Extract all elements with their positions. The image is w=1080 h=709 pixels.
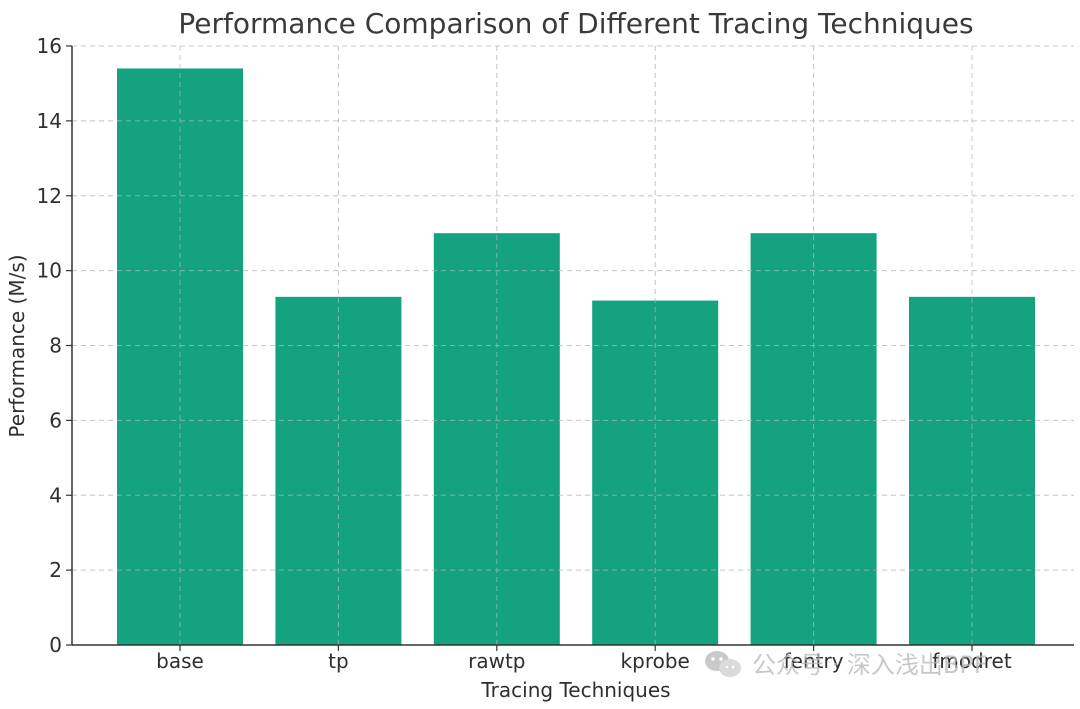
- bar-rawtp: [433, 233, 560, 645]
- y-tick-label: 16: [37, 34, 62, 58]
- watermark-text: 公众号 · 深入浅出BPF: [752, 651, 988, 679]
- x-tick-label-rawtp: rawtp: [468, 649, 525, 673]
- y-tick-label: 8: [49, 334, 62, 358]
- y-tick-labels: 0 2 4 6 8 10 12 14 16: [37, 34, 62, 657]
- y-tick-label: 14: [37, 109, 62, 133]
- x-tick-label-fmodret: fmodret: [932, 649, 1012, 673]
- x-tick-label-base: base: [156, 649, 204, 673]
- y-tick-label: 6: [49, 408, 62, 432]
- y-tick-label: 12: [37, 184, 62, 208]
- y-tick-label: 2: [49, 558, 62, 582]
- bars: [117, 68, 1035, 645]
- y-tick-label: 10: [37, 259, 62, 283]
- y-axis-label: Performance (M/s): [5, 254, 29, 437]
- axes: [66, 45, 1074, 651]
- x-tick-labels: base tp rawtp kprobe fentry fmodret: [156, 649, 1012, 673]
- y-tick-label: 0: [49, 633, 62, 657]
- x-axis-label: Tracing Techniques: [480, 678, 670, 702]
- bar-fentry: [750, 233, 877, 645]
- wechat-icon: [705, 651, 741, 677]
- chart-title: Performance Comparison of Different Trac…: [178, 7, 973, 40]
- x-tick-label-kprobe: kprobe: [621, 649, 690, 673]
- y-tick-label: 4: [49, 483, 62, 507]
- x-tick-label-fentry: fentry: [784, 649, 844, 673]
- watermark: 公众号 · 深入浅出BPF: [705, 651, 988, 679]
- x-tick-label-tp: tp: [328, 649, 349, 673]
